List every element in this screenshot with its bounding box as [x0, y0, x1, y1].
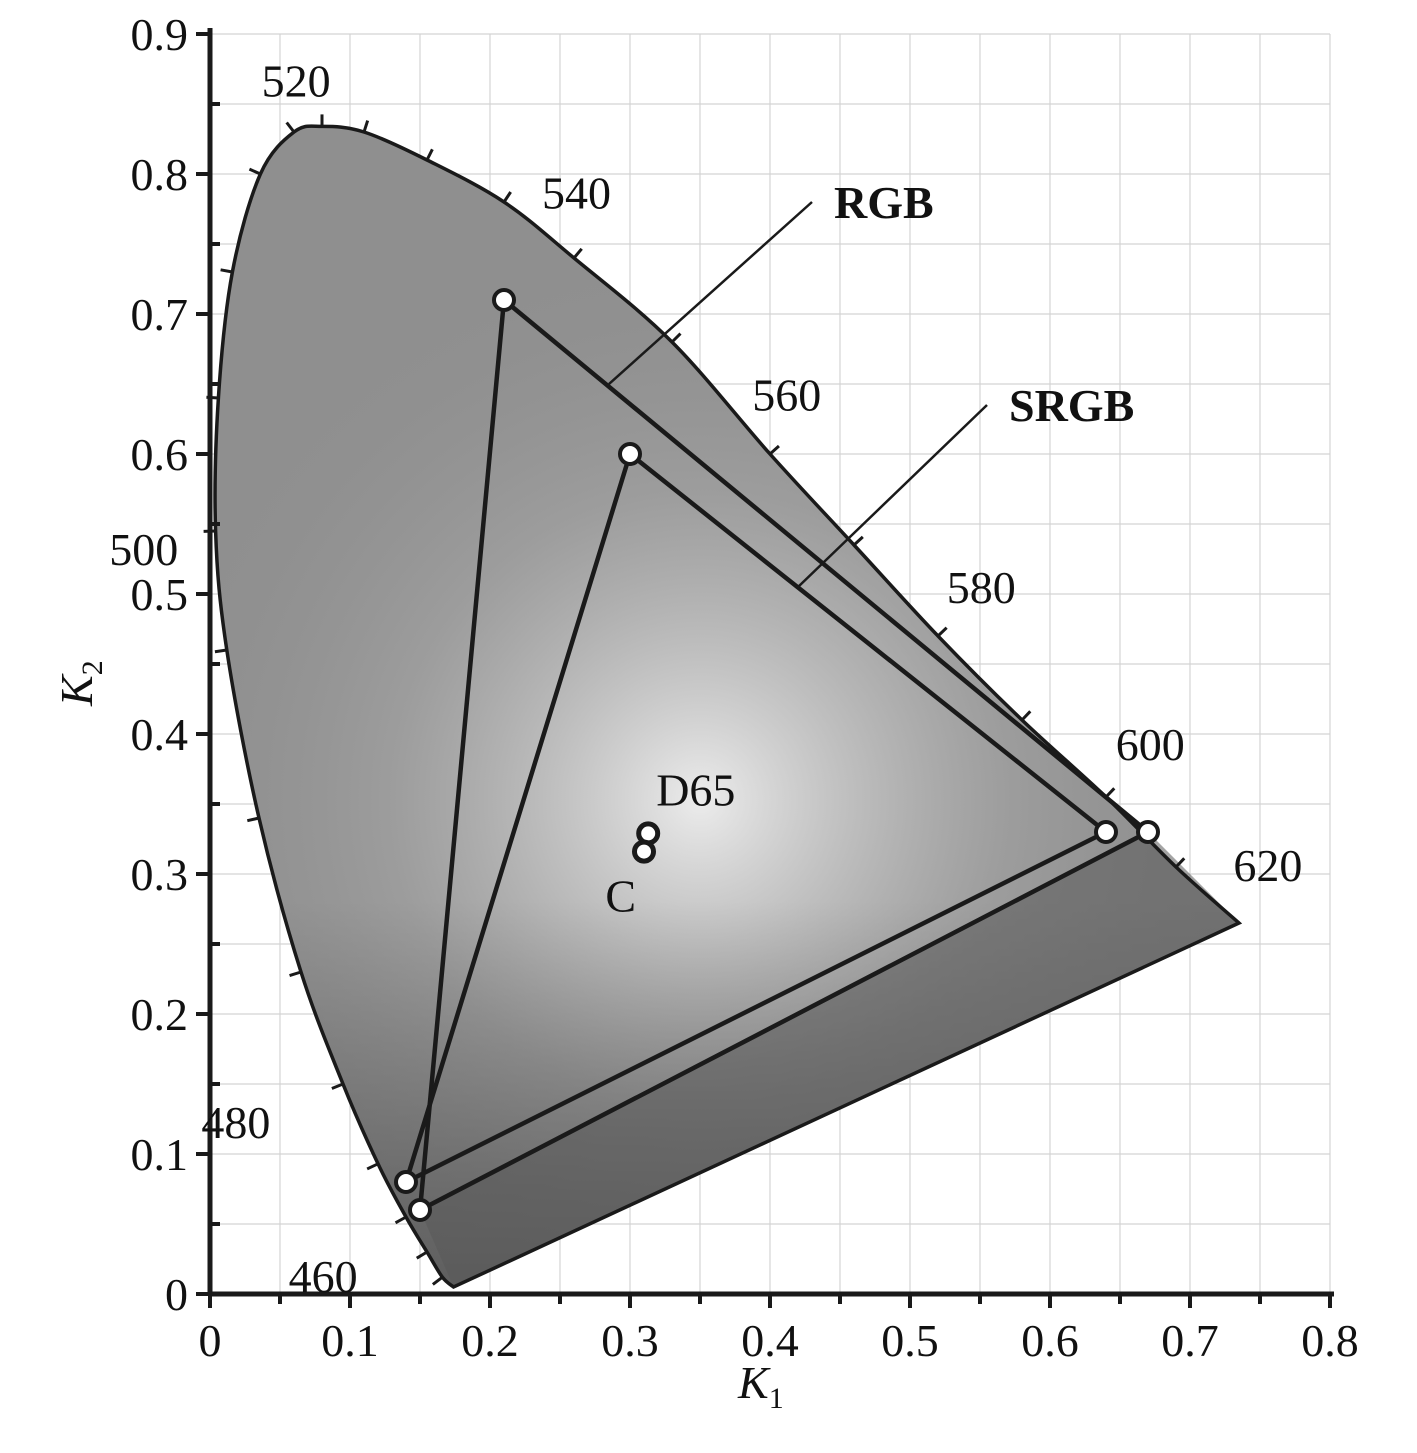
y-axis-title: K2 — [51, 660, 109, 707]
wavelength-tick — [938, 628, 947, 636]
white-point-c — [635, 842, 654, 861]
wavelength-tick — [287, 123, 294, 132]
wavelength-tick — [367, 1164, 378, 1169]
wavelength-tick — [770, 446, 779, 454]
x-tick-label: 0.1 — [321, 1315, 379, 1366]
wavelength-label-620: 620 — [1233, 840, 1302, 891]
wavelength-tick — [290, 972, 301, 976]
y-tick-label: 0.9 — [131, 9, 189, 60]
wavelength-tick — [672, 334, 680, 342]
y-axis-title-sub: 2 — [76, 660, 109, 675]
wavelength-tick — [433, 1277, 443, 1284]
wavelength-tick — [215, 650, 227, 652]
white-point-label-d65: D65 — [656, 764, 735, 815]
series-label-rgb: RGB — [834, 177, 934, 228]
wavelength-label-580: 580 — [947, 562, 1016, 613]
y-tick-label: 0.8 — [131, 149, 189, 200]
y-tick-label: 0.6 — [131, 429, 189, 480]
x-tick-label: 0.3 — [601, 1315, 659, 1366]
y-tick-label: 0.7 — [131, 289, 189, 340]
y-tick-label: 0.1 — [131, 1129, 189, 1180]
wavelength-tick — [396, 1217, 406, 1223]
wavelength-label-540: 540 — [542, 167, 611, 218]
x-tick-label: 0.2 — [461, 1315, 519, 1366]
wavelength-label-560: 560 — [752, 369, 821, 420]
wavelength-label-520: 520 — [262, 55, 331, 106]
callout-line-rgb — [609, 202, 812, 384]
callout-line-srgb — [798, 405, 987, 587]
y-tick-label: 0 — [165, 1269, 188, 1320]
wavelength-tick — [247, 818, 259, 821]
wavelength-tick — [332, 1084, 343, 1088]
primary-marker-rgb — [410, 1200, 430, 1220]
x-tick-label: 0.6 — [1021, 1315, 1079, 1366]
x-tick-label: 0.7 — [1161, 1315, 1219, 1366]
wavelength-tick — [1022, 711, 1030, 720]
y-tick-label: 0.3 — [131, 849, 189, 900]
y-tick-label: 0.2 — [131, 989, 189, 1040]
y-tick-label: 0.5 — [131, 569, 189, 620]
y-tick-label: 0.4 — [131, 709, 189, 760]
x-axis-title-main: K — [737, 1357, 771, 1408]
series-label-srgb: SRGB — [1009, 380, 1134, 431]
wavelength-tick — [364, 121, 368, 132]
wavelength-tick — [427, 149, 432, 160]
wavelength-label-500: 500 — [109, 524, 178, 575]
primary-marker-srgb — [396, 1172, 416, 1192]
primary-marker-srgb — [620, 444, 640, 464]
x-tick-label: 0 — [199, 1315, 222, 1366]
wavelength-tick — [854, 537, 863, 545]
x-tick-label: 0.5 — [881, 1315, 939, 1366]
primary-marker-srgb — [1096, 822, 1116, 842]
wavelength-label-460: 460 — [289, 1251, 358, 1302]
wavelength-tick — [249, 169, 260, 174]
y-axis-title-main: K — [51, 673, 102, 707]
primary-marker-rgb — [1138, 822, 1158, 842]
wavelength-tick — [574, 249, 582, 258]
wavelength-tick — [221, 270, 233, 272]
x-axis-title-sub: 1 — [769, 1382, 784, 1415]
wavelength-label-600: 600 — [1116, 719, 1185, 770]
wavelength-tick — [417, 1252, 427, 1258]
wavelength-label-480: 480 — [201, 1097, 270, 1148]
white-point-label-c: C — [605, 871, 636, 922]
wavelength-tick — [504, 192, 511, 202]
x-tick-label: 0.8 — [1301, 1315, 1359, 1366]
primary-marker-rgb — [494, 290, 514, 310]
